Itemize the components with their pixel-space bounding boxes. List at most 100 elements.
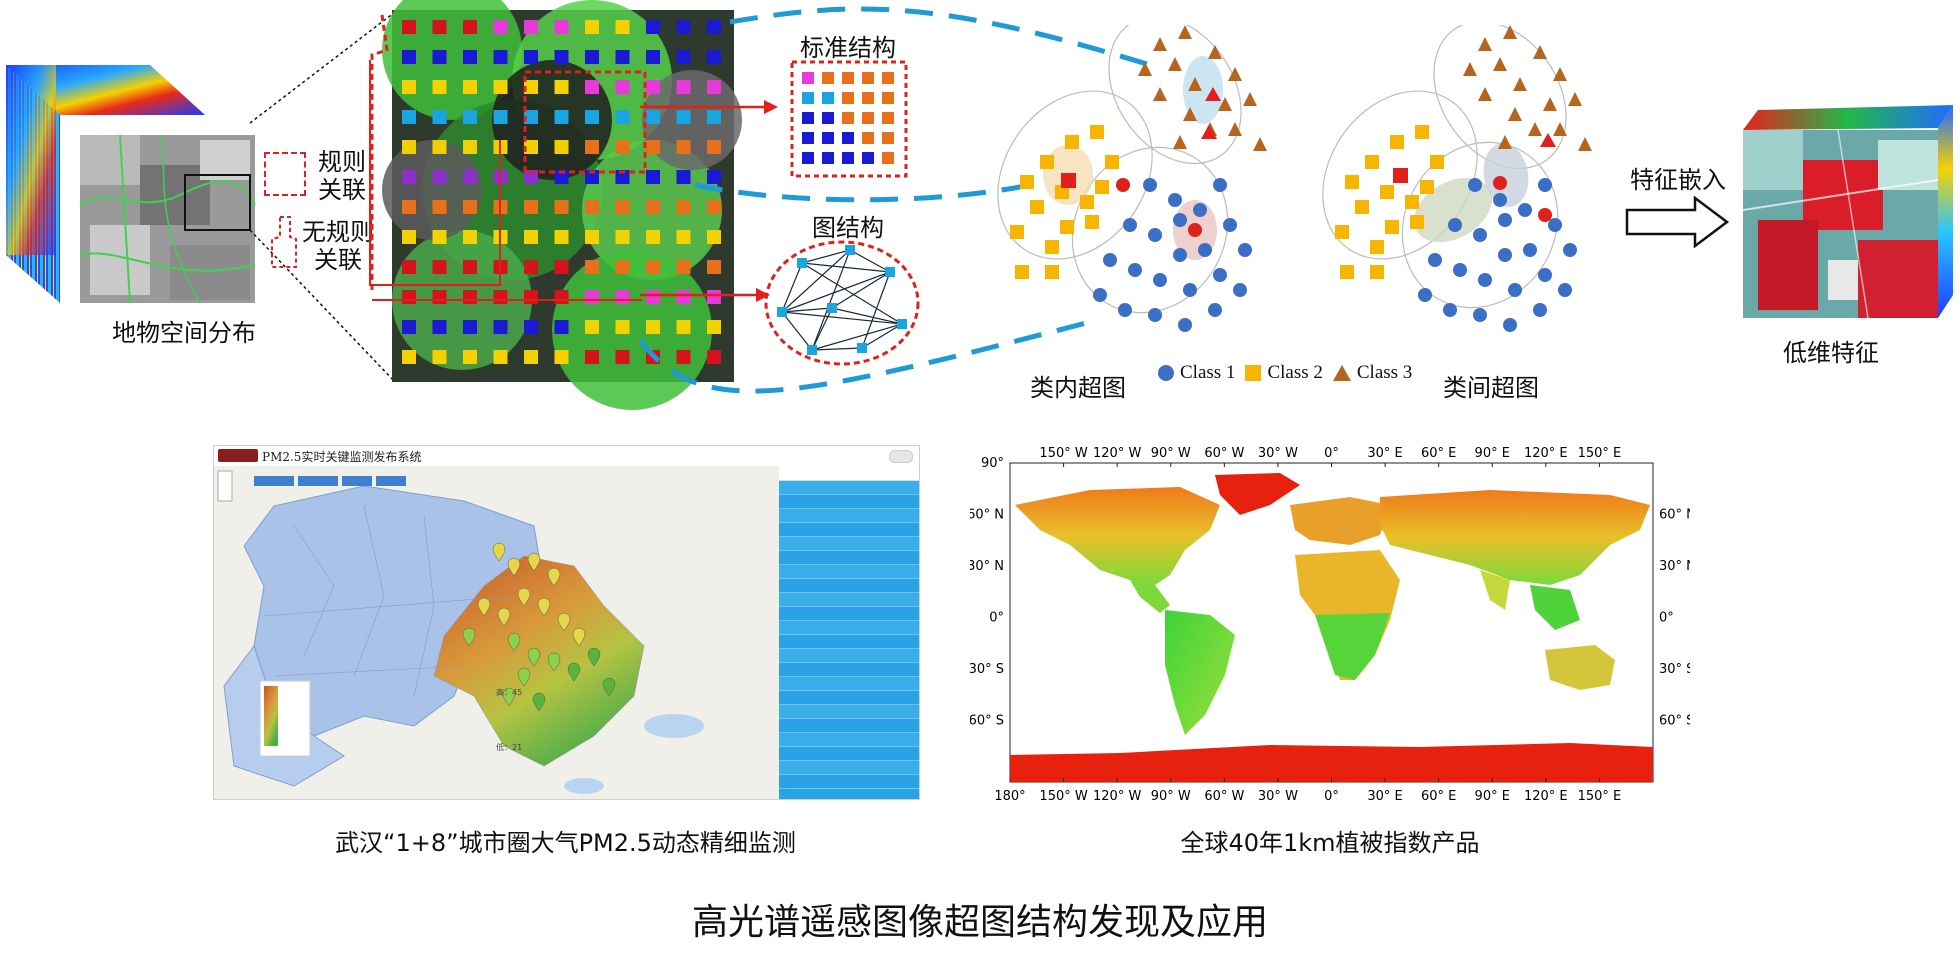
toolbar-button[interactable] (298, 476, 338, 486)
pixel-square (402, 350, 416, 364)
class1-node (1493, 193, 1507, 207)
grid-node (822, 72, 834, 84)
pixel-square (524, 200, 538, 214)
class1-node (1168, 193, 1182, 207)
station-marker-icon (572, 627, 586, 647)
pixel-square (524, 110, 538, 124)
station-marker-icon (517, 587, 531, 607)
pixel-square (676, 140, 691, 154)
class1-node (1478, 273, 1492, 287)
class1-node (1173, 248, 1187, 262)
class3-node (1138, 62, 1152, 76)
pixel-square (402, 320, 416, 334)
panel-row (779, 635, 919, 649)
pixel-square (585, 170, 599, 184)
grid-node (822, 132, 834, 144)
class2-node (1365, 155, 1379, 169)
pixel-square (554, 230, 569, 244)
class1-node (1223, 218, 1237, 232)
class1-node (1213, 178, 1227, 192)
class2-node (1085, 215, 1099, 229)
panel-row (779, 579, 919, 593)
class2-node (1060, 220, 1074, 234)
graph-node (777, 307, 787, 317)
pixel-square (554, 140, 569, 154)
grid-node (842, 112, 854, 124)
class1-node (1523, 243, 1537, 257)
pixel-square (646, 290, 660, 304)
class1-node (1508, 283, 1522, 297)
toggle-switch[interactable] (889, 450, 913, 463)
class3-node (1243, 92, 1257, 106)
pixel-square (676, 170, 691, 184)
pixel-square (463, 20, 477, 34)
toolbar-button[interactable] (376, 476, 406, 486)
panel-row (779, 677, 919, 691)
station-marker-icon (557, 612, 571, 632)
panel-row (779, 593, 919, 607)
station-marker-icon (532, 692, 546, 712)
class3-node (1168, 57, 1182, 71)
pixel-square (615, 50, 630, 64)
lon-tick-label: 150° E (1578, 446, 1622, 461)
station-marker-icon (477, 597, 491, 617)
pixel-square (585, 230, 599, 244)
class1-node (1153, 273, 1167, 287)
lat-tick-label: 60° N (1659, 508, 1690, 523)
pixel-square (493, 110, 508, 124)
pm25-toolbar (254, 476, 406, 486)
grid-node (802, 112, 814, 124)
class3-node (1568, 92, 1582, 106)
pixel-square (402, 80, 416, 94)
class1-node (1093, 288, 1107, 302)
pixel-square (402, 290, 416, 304)
inter-hypergraph-label: 类间超图 (1443, 374, 1539, 402)
inter-class-hypergraph (1310, 20, 1640, 365)
pixel-square (585, 20, 599, 34)
class1-node (1178, 318, 1192, 332)
lat-tick-label: 30° N (970, 559, 1004, 574)
lon-tick-label: 60° W (1204, 446, 1244, 461)
grid-node (802, 152, 814, 164)
pixel-square (646, 200, 660, 214)
toolbar-button[interactable] (254, 476, 294, 486)
lon-tick-label: 90° W (1151, 789, 1191, 804)
class3-node (1553, 122, 1567, 136)
zoom-lines (249, 11, 396, 383)
toolbar-button[interactable] (342, 476, 372, 486)
class3-node (1498, 135, 1512, 149)
panel-row (779, 761, 919, 775)
lat-tick-label: 0° (1659, 611, 1674, 626)
class3-node (1493, 57, 1507, 71)
class2-node (1065, 135, 1079, 149)
class1-node (1183, 283, 1197, 297)
station-marker-icon (527, 647, 541, 667)
structure-arrows (640, 100, 778, 302)
pixel-square (402, 140, 416, 154)
pm25-map (214, 466, 779, 799)
panel-row (779, 663, 919, 677)
pixel-square (432, 110, 447, 124)
class2-node (1355, 200, 1369, 214)
pixel-square (432, 350, 447, 364)
class1-node (1548, 218, 1562, 232)
pixel-square (463, 140, 477, 154)
pixel-square (524, 260, 538, 274)
pixel-square (554, 200, 569, 214)
embedding-arrow-icon (1625, 196, 1730, 248)
pm25-app-title: PM2.5实时关键监测发布系统 (262, 450, 422, 464)
class2-node (1020, 175, 1034, 189)
station-marker-icon (507, 557, 521, 577)
class3-node (1513, 77, 1527, 91)
hyperspectral-cube (0, 55, 260, 315)
pixel-square (554, 350, 569, 364)
pixel-square (554, 20, 569, 34)
lat-tick-label: 0° (989, 611, 1004, 626)
pixel-square (554, 260, 569, 274)
pixel-square (676, 350, 691, 364)
class1-node (1538, 268, 1552, 282)
lon-tick-label: 90° E (1475, 789, 1510, 804)
intra-hypergraph-label: 类内超图 (1030, 374, 1126, 402)
pixel-square (585, 80, 599, 94)
class1-node (1498, 213, 1512, 227)
